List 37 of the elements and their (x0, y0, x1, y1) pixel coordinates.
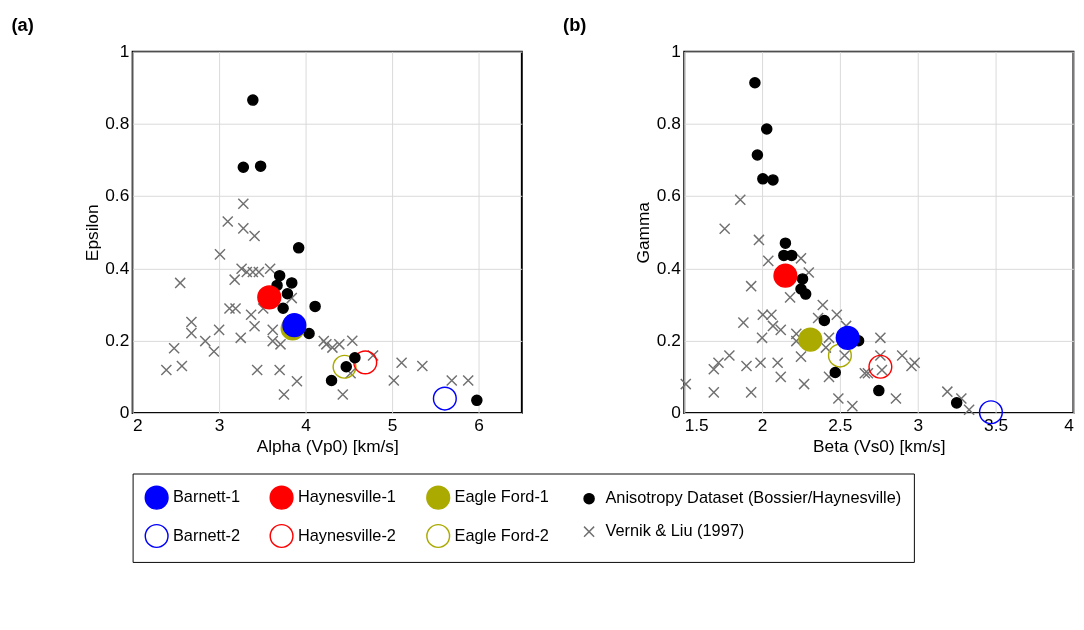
y-tick-label: 1 (671, 40, 681, 61)
chart-title: (a) (11, 14, 34, 36)
y-tick-label: 0.6 (105, 185, 130, 206)
legend-label: Barnett-2 (172, 525, 241, 544)
x-tick-label: 4 (301, 414, 312, 435)
y-tick-label: 0 (671, 402, 681, 423)
x-tick-label: 2.5 (828, 414, 853, 435)
chart-title: (b) (563, 14, 587, 36)
y-axis-title: Epsilon (81, 204, 102, 262)
y-tick-label: 0.8 (656, 113, 681, 134)
legend-label: Barnett-1 (172, 487, 241, 506)
x-axis-title: Beta (Vs0) [km/s] (813, 435, 946, 456)
y-tick-label: 0.4 (656, 257, 682, 278)
x-axis-title: Alpha (Vp0) [km/s] (256, 435, 399, 456)
legend-label: Haynesville-2 (297, 525, 396, 544)
x-tick-label: 2 (757, 414, 768, 435)
legend-label: Eagle Ford-2 (454, 525, 549, 544)
x-tick-label: 2 (133, 414, 143, 435)
legend-label: Vernik & Liu (1997) (605, 521, 745, 540)
y-tick-label: 0.6 (656, 185, 681, 206)
x-tick-label: 4 (1064, 414, 1075, 435)
x-tick-label: 1.5 (684, 414, 709, 435)
x-tick-label: 3.5 (984, 414, 1009, 435)
legend-label: Haynesville-1 (297, 487, 396, 506)
y-tick-label: 0.4 (105, 257, 130, 278)
legend-label: Eagle Ford-1 (454, 487, 549, 506)
x-tick-label: 5 (387, 414, 398, 435)
y-tick-label: 0.8 (105, 113, 130, 134)
x-tick-label: 6 (474, 414, 484, 435)
y-axis-title: Gamma (633, 201, 654, 264)
x-tick-label: 3 (913, 414, 924, 435)
y-tick-label: 0 (119, 402, 130, 423)
legend-label: Anisotropy Dataset (Bossier/Haynesville) (605, 488, 902, 507)
x-tick-label: 3 (214, 414, 225, 435)
y-tick-label: 0.2 (105, 330, 130, 351)
y-tick-label: 0.2 (656, 330, 681, 351)
y-tick-label: 1 (119, 40, 130, 61)
